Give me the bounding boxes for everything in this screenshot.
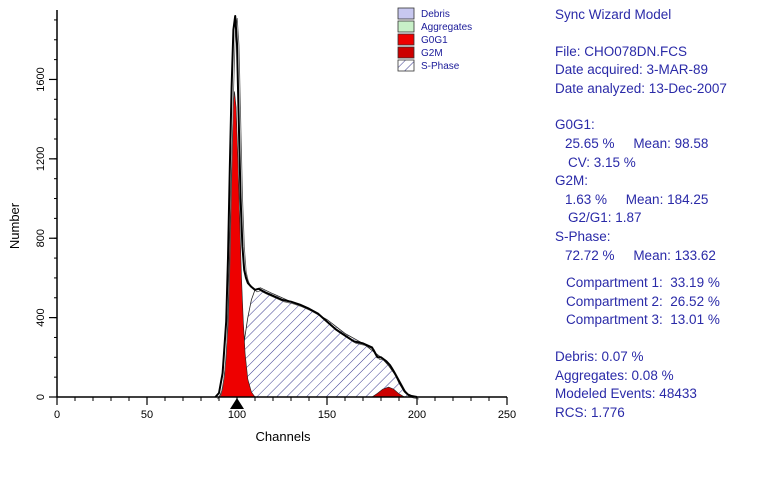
sphase-percent: 72.72 % [565,247,615,263]
x-tick-label: 200 [408,409,426,421]
compartment-1: Compartment 1: 33.19 % [566,275,720,291]
sphase-mean: Mean: 133.62 [633,247,716,263]
modeled-events: Modeled Events: 48433 [555,386,697,402]
legend-label: G0G1 [421,35,448,46]
legend-label: Aggregates [421,22,472,33]
compartment-2: Compartment 2: 26.52 % [566,293,720,309]
g2m-row: 1.63 % Mean: 184.25 [555,191,760,210]
model-report: Sync Wizard Model File: CHO078DN.FCS Dat… [555,6,760,422]
chart-panel: 0 50 100 150 200 250 0 400 800 1200 1600 Debris Agg… [7,7,516,444]
y-tick-label: 0 [35,394,47,400]
compartment-3: Compartment 3: 13.01 % [566,312,720,328]
report-title: Sync Wizard Model [555,7,672,22]
histogram-chart: 0 50 100 150 200 250 0 400 800 1200 1600 Debris Agg… [7,7,516,444]
sphase-label: S-Phase: [555,228,611,244]
g0g1-cv: CV: 3.15 % [568,154,636,170]
g2m-label: G2M: [555,173,589,189]
y-tick-label: 400 [35,308,47,326]
legend-label: G2M [421,48,443,59]
legend-swatch [397,7,415,20]
date-analyzed: Date analyzed: 13-Dec-2007 [555,80,727,96]
g2m-percent: 1.63 % [565,191,608,207]
legend-swatch [397,46,415,59]
series-data-line [214,15,418,398]
g0g1-row: 25.65 % Mean: 98.58 [555,135,760,154]
axes-layer: 0 50 100 150 200 250 0 400 800 1200 1600 [35,10,516,421]
g2m-ratio: G2/G1: 1.87 [568,210,642,226]
x-tick-label: 250 [498,409,516,421]
y-tick-label: 1600 [35,67,47,91]
rcs-value: RCS: 1.776 [555,404,625,420]
legend-swatch [397,59,415,72]
g2m-mean: Mean: 184.25 [625,191,709,207]
legend-swatch [397,20,415,33]
y-tick-label: 1200 [35,147,47,171]
legend-label: S-Phase [421,61,460,72]
debris-percent: Debris: 0.07 % [555,348,644,364]
g0g1-label: G0G1: [555,117,595,133]
file-name: File: CHO078DN.FCS [555,43,688,59]
series-s-phase-area [232,287,411,398]
legend-swatch [397,33,415,46]
line-layer [214,15,420,400]
x-tick-label: 0 [54,409,60,421]
y-axis-title: Number [7,202,22,249]
peak-marker [230,398,244,409]
x-tick-label: 100 [228,409,246,421]
legend: Debris Aggregates G0G1 G2M S-Phase [397,7,472,72]
sphase-row: 72.72 % Mean: 133.62 [555,247,760,266]
y-tick-label: 800 [35,229,47,247]
g0g1-mean: Mean: 98.58 [633,135,709,151]
x-axis-title: Channels [256,429,311,444]
area-layer [218,91,411,398]
g0g1-percent: 25.65 % [565,135,615,151]
legend-label: Debris [421,9,450,20]
x-tick-label: 50 [141,409,153,421]
date-acquired: Date acquired: 3-MAR-89 [555,62,709,78]
aggregates-percent: Aggregates: 0.08 % [555,367,674,383]
x-tick-label: 150 [318,409,336,421]
